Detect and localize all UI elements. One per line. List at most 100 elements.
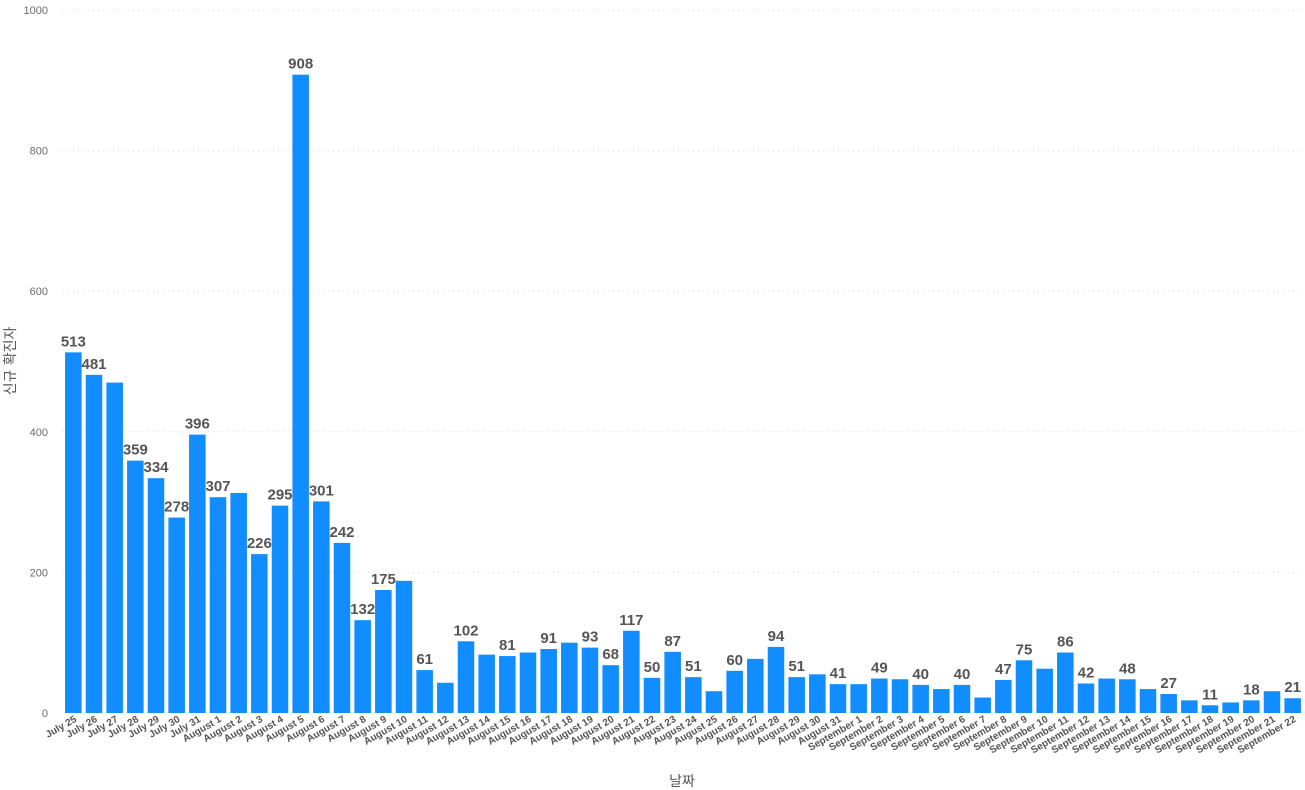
bar[interactable] bbox=[685, 677, 702, 713]
bar[interactable] bbox=[209, 497, 227, 713]
data-label: 132 bbox=[350, 601, 375, 618]
bar[interactable] bbox=[1222, 702, 1239, 713]
data-label: 75 bbox=[1016, 641, 1033, 658]
bar[interactable] bbox=[581, 647, 599, 713]
bar[interactable] bbox=[1036, 668, 1053, 713]
bars bbox=[65, 74, 1301, 714]
bar[interactable] bbox=[1119, 679, 1136, 713]
bar[interactable] bbox=[643, 677, 661, 713]
bar[interactable] bbox=[829, 684, 847, 713]
bar[interactable] bbox=[230, 492, 247, 713]
data-label: 60 bbox=[726, 652, 743, 669]
data-label: 481 bbox=[81, 356, 106, 373]
bar[interactable] bbox=[168, 517, 185, 713]
data-label: 93 bbox=[582, 629, 599, 646]
y-axis-title: 신규 확진자 bbox=[3, 326, 19, 395]
bar[interactable] bbox=[1160, 694, 1177, 713]
data-label: 50 bbox=[644, 659, 661, 676]
bar[interactable] bbox=[1201, 705, 1219, 713]
y-tick-label: 0 bbox=[42, 708, 48, 720]
bar[interactable] bbox=[602, 665, 619, 713]
data-label: 51 bbox=[788, 658, 805, 675]
bar[interactable] bbox=[499, 656, 516, 713]
bar[interactable] bbox=[65, 352, 82, 713]
y-tick-label: 200 bbox=[30, 567, 48, 579]
bar[interactable] bbox=[623, 630, 640, 713]
bar[interactable] bbox=[933, 689, 950, 713]
bar[interactable] bbox=[1263, 691, 1281, 713]
data-label: 42 bbox=[1078, 664, 1095, 681]
bar[interactable] bbox=[561, 642, 578, 713]
bar[interactable] bbox=[354, 620, 371, 713]
bar[interactable] bbox=[850, 684, 867, 713]
bar[interactable] bbox=[953, 684, 971, 713]
bar[interactable] bbox=[437, 682, 454, 713]
data-label: 11 bbox=[1202, 686, 1218, 703]
data-label: 175 bbox=[371, 571, 396, 588]
bar[interactable] bbox=[519, 652, 537, 713]
bar[interactable] bbox=[1015, 660, 1033, 713]
bar[interactable] bbox=[313, 501, 330, 713]
y-tick-label: 400 bbox=[30, 427, 48, 439]
bar[interactable] bbox=[788, 677, 805, 713]
data-label: 27 bbox=[1160, 675, 1177, 692]
y-tick-label: 800 bbox=[30, 146, 48, 158]
bar[interactable] bbox=[375, 589, 392, 713]
bar[interactable] bbox=[809, 674, 826, 713]
data-label: 513 bbox=[61, 333, 86, 350]
bar[interactable] bbox=[891, 679, 909, 713]
data-label: 40 bbox=[954, 666, 971, 683]
bar[interactable] bbox=[292, 74, 309, 714]
data-label: 307 bbox=[205, 478, 230, 495]
data-label: 81 bbox=[499, 637, 516, 654]
data-label: 908 bbox=[288, 56, 313, 73]
bar[interactable] bbox=[995, 679, 1012, 713]
bar[interactable] bbox=[664, 651, 681, 713]
bar[interactable] bbox=[1243, 700, 1260, 713]
data-label: 242 bbox=[329, 524, 354, 541]
bar[interactable] bbox=[147, 478, 165, 713]
bar[interactable] bbox=[871, 678, 888, 713]
bar[interactable] bbox=[726, 670, 743, 713]
bar[interactable] bbox=[1077, 683, 1095, 713]
bar[interactable] bbox=[767, 646, 785, 713]
data-label: 278 bbox=[164, 499, 189, 516]
bar[interactable] bbox=[85, 374, 103, 713]
y-axis-ticks: 0 200 400 600 800 1000 bbox=[24, 5, 48, 720]
bar[interactable] bbox=[416, 670, 433, 713]
bar[interactable] bbox=[106, 382, 123, 713]
data-label: 301 bbox=[309, 482, 334, 499]
bar[interactable] bbox=[1098, 678, 1115, 713]
bar[interactable] bbox=[974, 697, 991, 713]
bar[interactable] bbox=[705, 691, 723, 713]
data-label: 86 bbox=[1057, 634, 1074, 651]
bar[interactable] bbox=[251, 554, 268, 713]
grid-lines bbox=[63, 9, 1303, 573]
data-label: 102 bbox=[453, 622, 478, 639]
bar[interactable] bbox=[1181, 700, 1198, 713]
data-label: 51 bbox=[685, 658, 702, 675]
data-label: 334 bbox=[143, 459, 169, 476]
data-label: 226 bbox=[247, 535, 272, 552]
data-label: 18 bbox=[1243, 681, 1260, 698]
bar[interactable] bbox=[189, 434, 206, 713]
bar[interactable] bbox=[127, 460, 144, 713]
data-label: 61 bbox=[416, 651, 433, 668]
bar[interactable] bbox=[1057, 652, 1074, 713]
data-label: 94 bbox=[768, 628, 785, 645]
bar[interactable] bbox=[912, 684, 929, 713]
bar[interactable] bbox=[395, 580, 413, 713]
bar[interactable] bbox=[540, 649, 557, 713]
bar[interactable] bbox=[478, 654, 495, 713]
bar[interactable] bbox=[747, 658, 764, 713]
data-label: 21 bbox=[1284, 679, 1301, 696]
bar[interactable] bbox=[457, 641, 475, 713]
y-tick-label: 600 bbox=[30, 286, 48, 298]
bar[interactable] bbox=[271, 505, 289, 713]
x-axis-title: 날짜 bbox=[669, 774, 695, 790]
bar[interactable] bbox=[1139, 689, 1157, 713]
bar[interactable] bbox=[333, 542, 351, 713]
bar[interactable] bbox=[1284, 698, 1301, 713]
